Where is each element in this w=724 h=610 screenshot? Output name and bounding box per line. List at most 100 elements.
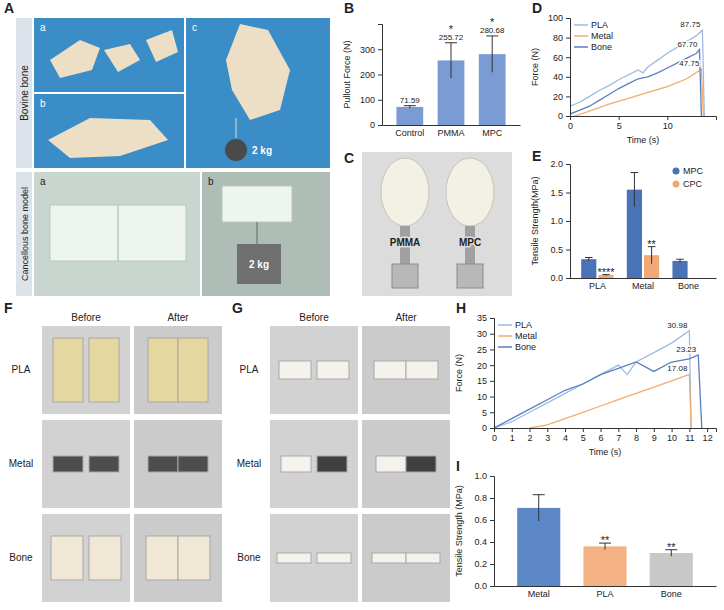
error-bar (445, 43, 457, 78)
tick: 100 (548, 13, 570, 23)
sample (277, 553, 311, 563)
sample (178, 536, 210, 580)
error-bar (404, 106, 416, 109)
item-label: b (208, 176, 214, 187)
tick: 60 (553, 53, 570, 63)
photo (362, 326, 450, 414)
tick: 20 (477, 361, 494, 371)
tick-mark (566, 250, 570, 251)
tick-label: 0 (482, 423, 487, 433)
annotation: **** (597, 266, 615, 278)
panel-label: B (344, 0, 354, 16)
line (575, 69, 703, 116)
tick-mark (566, 221, 570, 222)
sample (51, 536, 83, 580)
tick-mark (494, 428, 495, 432)
tick: 0.0 (550, 273, 570, 283)
photo (42, 326, 130, 414)
tick-label: 5 (581, 433, 586, 443)
tick-label: 0.8 (474, 493, 487, 503)
sample (146, 536, 178, 580)
tick: 10 (667, 428, 677, 443)
photo-label: PMMA (390, 237, 421, 248)
tick: Metal (528, 586, 550, 599)
tick-mark (636, 428, 637, 432)
error-bar (676, 259, 684, 262)
plot: 020406080100Force (N)87.7567.7047.75PLAM… (530, 13, 717, 145)
tick-label: MPC (482, 128, 503, 138)
photo (134, 420, 222, 508)
item-label: a (40, 22, 46, 33)
tick: 0 (492, 428, 497, 443)
annotation: * (490, 16, 495, 28)
tick-label: 0 (568, 121, 573, 131)
photo (202, 172, 330, 296)
tick: 4 (563, 428, 568, 443)
panel-label: D (532, 0, 542, 16)
tick: 12 (703, 428, 713, 443)
annotation: ** (647, 238, 656, 250)
bar (396, 107, 423, 125)
tick: 1.0 (550, 216, 570, 226)
marks (517, 495, 693, 586)
sample (148, 338, 178, 402)
line (570, 50, 701, 116)
legend-label: Metal (515, 331, 537, 341)
tick: 0.2 (474, 559, 494, 569)
tick: 25 (477, 345, 494, 355)
legend-marker (574, 35, 588, 37)
tick-label: 1.0 (474, 471, 487, 481)
tick: Control (395, 125, 424, 138)
tick-mark (672, 428, 673, 432)
item-label: a (40, 176, 46, 187)
panel-label: F (4, 300, 13, 316)
column-head: After (395, 312, 417, 323)
photo (362, 514, 450, 602)
tick: 0 (558, 111, 570, 121)
tick-label: 5 (482, 408, 487, 418)
panel-label: A (4, 0, 14, 16)
tick: 1.0 (474, 471, 494, 481)
tick-label: 1.5 (550, 188, 563, 198)
tick-label: 0.6 (474, 515, 487, 525)
sample (317, 361, 349, 379)
tick-label: 12 (703, 433, 713, 443)
tick-label: 4 (563, 433, 568, 443)
tick-label: 20 (553, 92, 563, 102)
group-title: Bovine bone (19, 65, 30, 121)
photo-label: MPC (459, 237, 481, 248)
tick-label: PLA (596, 589, 613, 599)
tick-label: 9 (652, 433, 657, 443)
tick-mark (490, 476, 494, 477)
tick-mark (490, 542, 494, 543)
x-axis: MetalPLABone (495, 586, 717, 599)
axis-title: Time (s) (589, 447, 622, 457)
axis-line (495, 429, 717, 433)
tick-mark (566, 278, 570, 279)
tick-label: 30 (477, 329, 487, 339)
sample (281, 456, 311, 472)
tick-mark (689, 428, 690, 432)
tick-label: Metal (632, 281, 654, 291)
sample (406, 361, 438, 379)
tick: 9 (652, 428, 657, 443)
axis-title: Pullout Force (N) (342, 40, 352, 108)
overlay: 30.9823.2317.08PLAMetalBone (498, 320, 697, 373)
photo-object (257, 222, 258, 244)
photo (134, 326, 222, 414)
axis-title: Tensile Strength(MPa) (530, 176, 540, 265)
tick: 11 (685, 428, 694, 443)
side-strip (16, 172, 32, 296)
tick-mark (618, 428, 619, 432)
tick-label: 15 (477, 376, 487, 386)
tick: 100 (360, 95, 382, 105)
sample (148, 456, 178, 472)
tick-label: Metal (528, 589, 550, 599)
error-bar (585, 257, 593, 260)
tick-label: 10 (477, 392, 487, 402)
tick-label: Bone (678, 281, 699, 291)
plot: 0.00.51.01.52.0Tensile Strength(MPa)****… (530, 159, 717, 291)
tick-label: 0.0 (474, 581, 487, 591)
error-bar (533, 495, 545, 521)
tick-mark (619, 116, 620, 120)
